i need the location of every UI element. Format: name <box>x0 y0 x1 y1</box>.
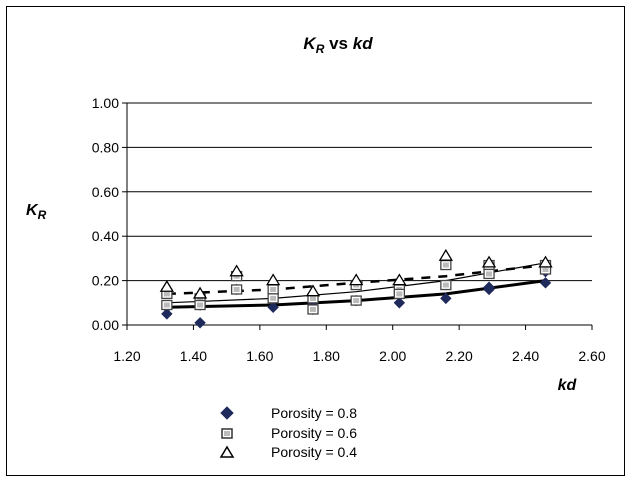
legend-item-porosity-0-6: Porosity = 0.6 <box>222 425 357 441</box>
point-series-1-1 <box>162 301 172 310</box>
point-series-1-5 <box>232 285 242 294</box>
point-series-1-6 <box>268 285 278 294</box>
y-tick-label-3: 0.60 <box>92 184 119 200</box>
point-series-1-7-fill <box>270 296 276 301</box>
y-tick-label-4: 0.80 <box>92 139 119 155</box>
y-tick-label-0: 0.00 <box>92 317 119 333</box>
chart-title: KR vs kd <box>303 34 373 56</box>
y-tick-label-1: 0.20 <box>92 273 119 289</box>
legend-label-0-8: Porosity = 0.8 <box>271 405 357 421</box>
point-series-1-19-fill <box>543 267 549 272</box>
y-tick-label-2: 0.40 <box>92 228 119 244</box>
point-series-1-3 <box>195 301 205 310</box>
legend-label-0-4: Porosity = 0.4 <box>271 444 357 460</box>
x-tick-label-1: 1.40 <box>180 348 207 364</box>
point-series-1-0-fill <box>164 291 170 296</box>
point-series-1-15 <box>441 281 451 290</box>
point-series-1-1-fill <box>164 303 170 308</box>
x-axis-title: kd <box>558 377 578 394</box>
x-tick-label-3: 1.80 <box>313 348 340 364</box>
legend-square-fill <box>224 431 230 436</box>
legend-triangle-marker <box>221 447 233 457</box>
legend-item-porosity-0-4: Porosity = 0.4 <box>221 444 357 460</box>
x-tick-labels: 1.20 1.40 1.60 1.80 2.00 2.20 2.40 2.60 <box>113 348 605 364</box>
point-series-1-9 <box>308 305 318 314</box>
point-series-1-13 <box>394 289 404 298</box>
legend-diamond-marker <box>221 407 233 419</box>
data-points <box>161 250 552 328</box>
point-series-1-7 <box>268 294 278 303</box>
point-series-1-14 <box>441 261 451 270</box>
point-series-2-5 <box>350 275 362 285</box>
title-vs: vs <box>324 34 352 53</box>
point-series-1-11-fill <box>353 298 359 303</box>
legend-label-0-6: Porosity = 0.6 <box>271 425 357 441</box>
x-tick-label-5: 2.20 <box>446 348 473 364</box>
x-tick-label-7: 2.60 <box>578 348 605 364</box>
point-series-1-3-fill <box>197 303 203 308</box>
point-series-1-6-fill <box>270 287 276 292</box>
point-series-2-3 <box>267 275 279 285</box>
y-axis-title-subscript: R <box>38 208 47 222</box>
title-kd: kd <box>353 34 373 53</box>
point-series-1-15-fill <box>443 283 449 288</box>
point-series-1-17 <box>484 269 494 278</box>
x-tick-label-0: 1.20 <box>113 348 140 364</box>
title-subscript: R <box>316 42 325 56</box>
point-series-2-2 <box>231 266 243 276</box>
point-series-0-2 <box>195 318 205 328</box>
y-tick-labels: 0.00 0.20 0.40 0.60 0.80 1.00 <box>92 95 119 333</box>
point-series-1-17-fill <box>486 271 492 276</box>
point-series-1-14-fill <box>443 263 449 268</box>
point-series-0-13 <box>541 278 551 288</box>
x-tick-label-6: 2.40 <box>512 348 539 364</box>
point-series-2-0 <box>161 281 173 291</box>
point-series-1-11 <box>351 296 361 305</box>
legend: Porosity = 0.8 Porosity = 0.6 Porosity =… <box>221 405 357 460</box>
grid-lines <box>127 103 592 281</box>
point-series-1-13-fill <box>396 291 402 296</box>
point-series-2-7 <box>440 250 452 260</box>
point-series-1-5-fill <box>234 287 240 292</box>
x-tick-label-2: 1.60 <box>246 348 273 364</box>
point-series-0-9 <box>394 298 404 308</box>
point-series-1-9-fill <box>310 307 316 312</box>
y-axis-title: KR <box>26 202 47 222</box>
y-tick-label-5: 1.00 <box>92 95 119 111</box>
legend-item-porosity-0-8: Porosity = 0.8 <box>221 405 357 421</box>
x-tick-label-4: 2.00 <box>379 348 406 364</box>
point-series-1-8-fill <box>310 296 316 301</box>
